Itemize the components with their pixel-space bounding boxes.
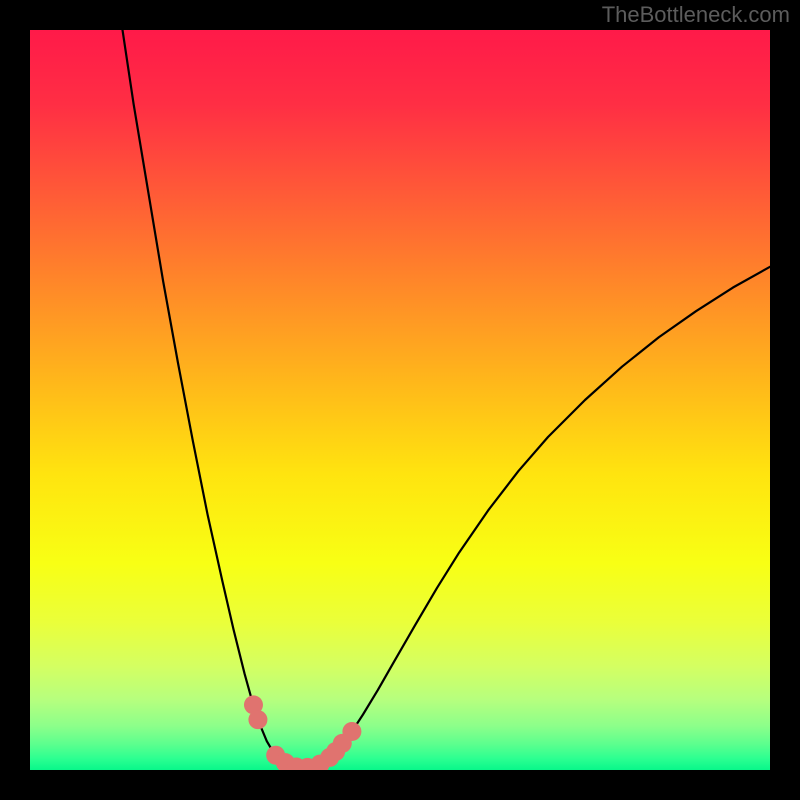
chart-stage: TheBottleneck.com: [0, 0, 800, 800]
bottleneck-curve: [123, 30, 771, 768]
chart-marker: [342, 722, 361, 741]
chart-marker: [248, 710, 267, 729]
watermark-text: TheBottleneck.com: [602, 2, 790, 28]
bottleneck-chart: [30, 30, 770, 770]
bottleneck-markers: [244, 695, 361, 770]
chart-svg: [30, 30, 770, 770]
